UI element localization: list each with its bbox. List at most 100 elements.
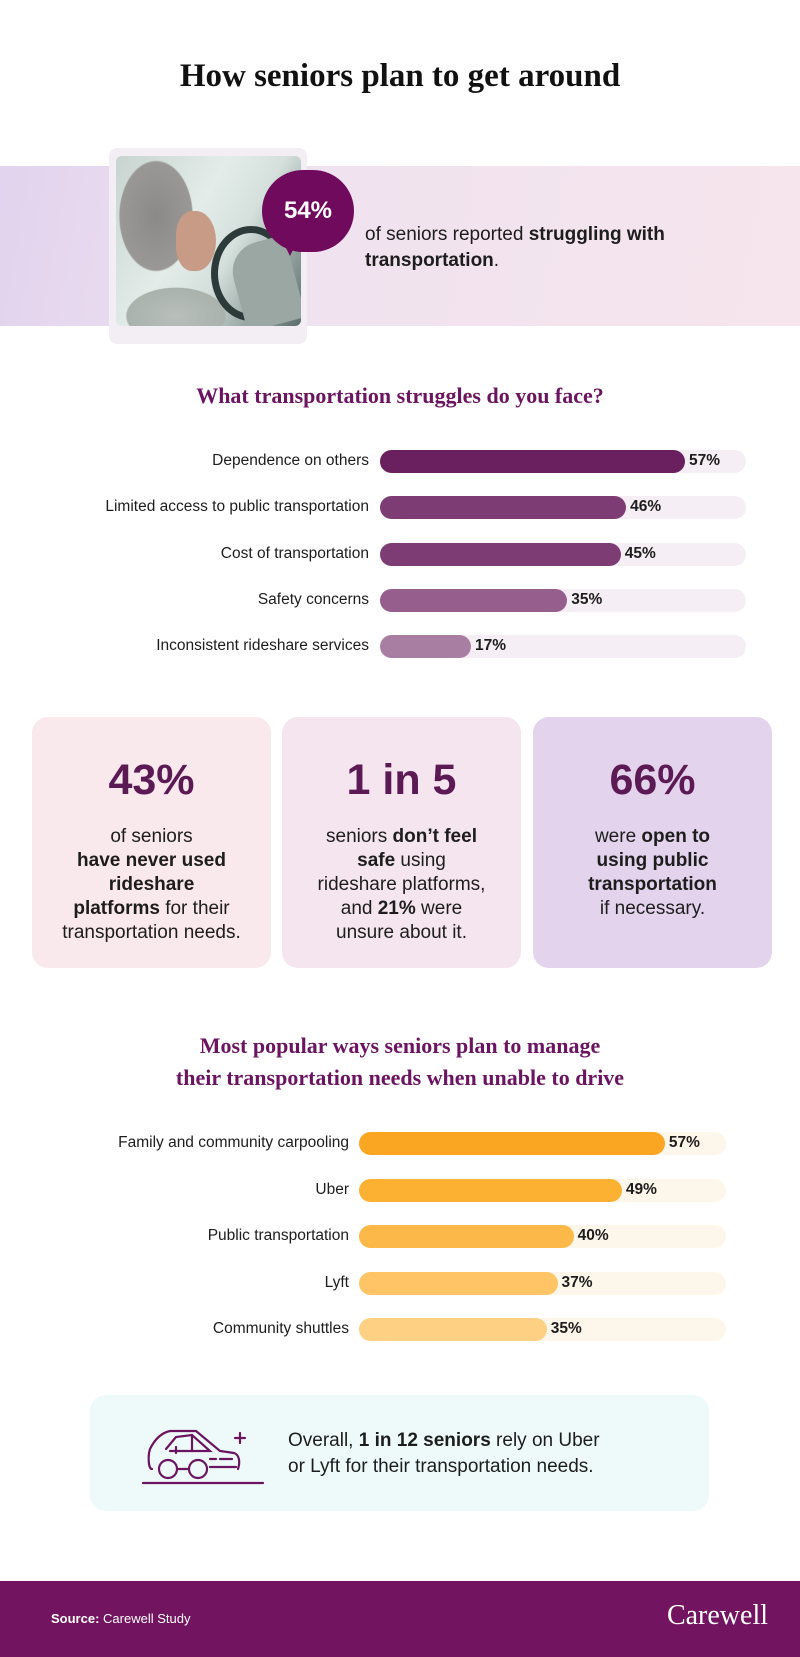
bar-value-label: 35% xyxy=(571,590,603,608)
bar xyxy=(380,588,568,612)
card-text-line: safe using xyxy=(282,849,521,873)
card-text-regular: if necessary. xyxy=(599,898,706,919)
card-text-regular: were xyxy=(415,898,463,919)
stat-card: 1 in 5 seniors don’t feel safe using ridesh… xyxy=(282,717,521,968)
bar-track: 57% xyxy=(380,450,746,473)
chart2-title-line1: Most popular ways seniors plan to manage xyxy=(199,1033,601,1058)
card-text-bold: transportation xyxy=(588,874,717,895)
card-text-line: rideshare platforms, xyxy=(282,873,521,897)
footer xyxy=(0,1581,800,1657)
card-text-line: transportation xyxy=(533,873,772,897)
card-text-bold: safe xyxy=(357,850,396,871)
stat-card: 66% were open to using public transportatio… xyxy=(533,717,772,968)
card-text-regular: for their xyxy=(159,898,230,919)
bar xyxy=(359,1318,547,1341)
summary-note xyxy=(90,1395,709,1511)
bar-value-label: 17% xyxy=(474,637,506,655)
bar-track: 45% xyxy=(380,542,746,566)
bar xyxy=(380,496,627,520)
bar xyxy=(380,450,685,473)
card-text-regular: seniors xyxy=(326,826,393,847)
chart2-title: Most popular ways seniors plan to manage… xyxy=(0,1030,800,1094)
card-text-line: unsure about it. xyxy=(282,921,521,945)
intro-text: of seniors reported struggling with tran… xyxy=(365,222,685,274)
card-text-line: and 21% were xyxy=(282,897,521,921)
card-text-line: if necessary. xyxy=(533,897,772,921)
stat-bubble: 54% xyxy=(262,170,354,252)
bar-track: 49% xyxy=(359,1178,726,1202)
card-text-regular: were xyxy=(594,826,642,847)
source-credit: Source: Carewell Study xyxy=(51,1611,190,1626)
source-label: Source: xyxy=(51,1611,100,1626)
bar-label: Limited access to public transportation xyxy=(105,498,369,516)
car-icon xyxy=(141,1429,265,1485)
card-stat: 1 in 5 xyxy=(346,756,457,804)
bar xyxy=(359,1178,622,1202)
summary-text: Overall, 1 in 12 seniors rely on Uber or… xyxy=(288,1428,698,1480)
page-title: How seniors plan to get around xyxy=(179,58,621,94)
card-text-line: have never used xyxy=(32,849,271,873)
note-post: rely on Uber xyxy=(490,1430,600,1451)
bar-value-label: 35% xyxy=(550,1320,582,1337)
card-text-bold: have never used xyxy=(77,850,226,871)
card-text-regular: transportation needs. xyxy=(62,922,241,943)
note-line1: Overall, 1 in 12 seniors rely on Uber xyxy=(288,1428,698,1454)
bar-value-label: 57% xyxy=(668,1134,700,1151)
card-text-regular: unsure about it. xyxy=(336,922,467,943)
bar-track: 35% xyxy=(359,1318,726,1341)
source-value: Carewell Study xyxy=(99,1611,191,1626)
bar-value-label: 45% xyxy=(624,544,656,562)
card-stat: 66% xyxy=(609,756,696,804)
card-text-bold: open to xyxy=(641,826,711,847)
bar-value-label: 57% xyxy=(689,452,721,469)
card-text-bold: rideshare xyxy=(108,874,195,895)
card-text-bold: platforms xyxy=(73,898,160,919)
card-text-line: of seniors xyxy=(32,825,271,849)
card-text-regular: of seniors xyxy=(110,826,193,847)
card-stat: 43% xyxy=(108,756,195,804)
bar xyxy=(380,635,471,659)
bar-track: 57% xyxy=(359,1132,726,1155)
chart2-title-line2: their transportation needs when unable t… xyxy=(175,1065,625,1090)
bar-track: 35% xyxy=(380,588,746,612)
intro-text-pre: of seniors reported xyxy=(365,224,529,245)
bar-label: Cost of transportation xyxy=(220,544,369,562)
card-text-regular: and xyxy=(340,898,378,919)
bar xyxy=(380,542,621,566)
bar-label: Community shuttles xyxy=(212,1320,349,1337)
bar-track: 37% xyxy=(359,1271,726,1295)
bar-value-label: 40% xyxy=(577,1227,609,1244)
bar xyxy=(359,1225,574,1248)
bar-value-label: 37% xyxy=(561,1273,593,1291)
card-text-line: platforms for their xyxy=(32,897,271,921)
bar-label: Uber xyxy=(315,1180,349,1198)
card-text-regular: rideshare platforms, xyxy=(317,874,486,895)
bar xyxy=(359,1132,665,1155)
bar-value-label: 49% xyxy=(625,1180,657,1198)
intro-text-bold: struggling with transportation xyxy=(365,224,665,271)
card-text: seniors don’t feel safe using rideshare pl… xyxy=(282,825,521,945)
card-text-line: were open to xyxy=(533,825,772,849)
card-text-line: transportation needs. xyxy=(32,921,271,945)
card-text-bold: don’t feel xyxy=(392,826,477,847)
stat-card: 43% of seniors have never used rideshare pla… xyxy=(32,717,271,968)
bar xyxy=(359,1271,558,1295)
bar-label: Public transportation xyxy=(207,1227,349,1244)
card-text-line: using public xyxy=(533,849,772,873)
card-text-line: seniors don’t feel xyxy=(282,825,521,849)
note-bold: 1 in 12 seniors xyxy=(358,1430,491,1451)
bar-track: 46% xyxy=(380,496,746,520)
card-text-bold: using public xyxy=(596,850,709,871)
senior-driving-photo xyxy=(116,156,301,326)
photo-face xyxy=(176,211,216,271)
card-text-line: rideshare xyxy=(32,873,271,897)
note-pre: Overall, xyxy=(288,1430,359,1451)
bar-value-label: 46% xyxy=(630,498,662,516)
bar-label: Family and community carpooling xyxy=(118,1134,349,1151)
card-text: of seniors have never used rideshare platfo… xyxy=(32,825,271,945)
card-text: were open to using public transportation if… xyxy=(533,825,772,921)
note-line2: or Lyft for their transportation needs. xyxy=(288,1456,594,1477)
chart1-title: What transportation struggles do you fac… xyxy=(196,383,604,408)
bar-track: 40% xyxy=(359,1225,726,1248)
intro-text-post: . xyxy=(493,250,500,271)
